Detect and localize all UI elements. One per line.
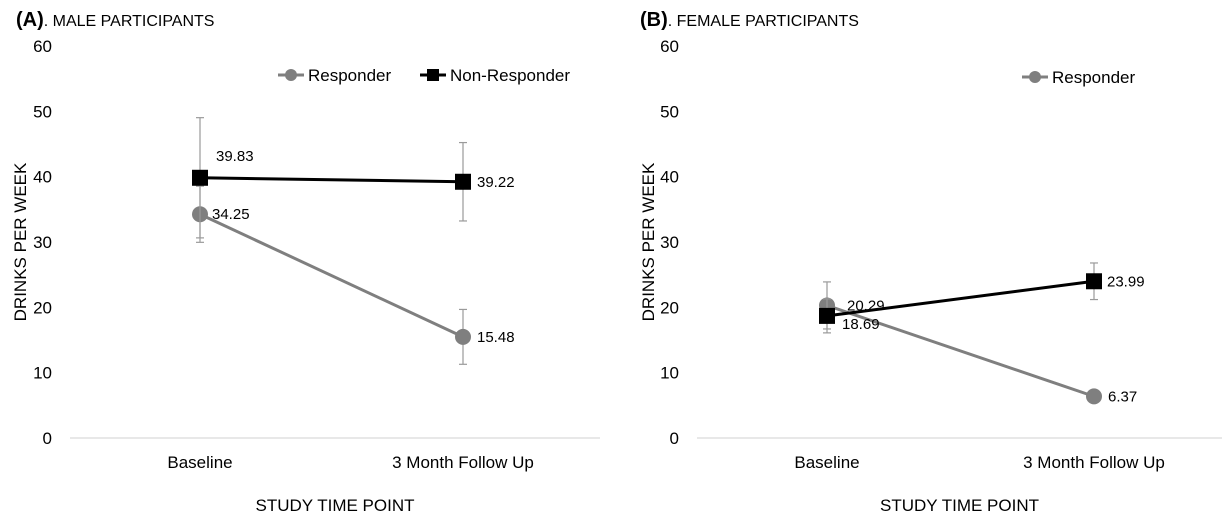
data-point-square <box>455 173 471 190</box>
legend-marker-square <box>427 69 439 81</box>
legend-label: Non-Responder <box>450 66 570 85</box>
y-tick-label: 20 <box>33 298 52 317</box>
chart-panel-1: (A). MALE PARTICIPANTS 0 10 20 30 40 50 60 Basel… <box>11 9 600 515</box>
series-line <box>199 212 464 339</box>
y-tick-label: 40 <box>660 168 679 187</box>
data-label: 6.37 <box>1108 388 1137 405</box>
series-line <box>826 279 1095 318</box>
chart-panel-2: (B). FEMALE PARTICIPANTS 0 10 20 30 40 50 60 Bas… <box>639 9 1222 515</box>
y-tick-label: 50 <box>33 102 52 121</box>
y-tick-label: 60 <box>660 37 679 56</box>
y-tick-label: 60 <box>33 37 52 56</box>
x-tick-label: Baseline <box>167 453 232 472</box>
legend: Responder Non-Responder <box>278 66 570 85</box>
x-tick-label: 3 Month Follow Up <box>1023 453 1165 472</box>
y-tick-label: 0 <box>43 429 52 448</box>
data-point-square <box>819 307 835 324</box>
y-tick-label: 30 <box>660 233 679 252</box>
x-tick-label: 3 Month Follow Up <box>392 453 534 472</box>
y-axis-title: DRINKS PER WEEK <box>639 162 658 321</box>
legend: Responder <box>1022 68 1136 87</box>
x-axis-title: STUDY TIME POINT <box>255 496 414 515</box>
panel-title-text: . FEMALE PARTICIPANTS <box>668 13 859 30</box>
data-label: 39.22 <box>477 174 515 191</box>
y-tick-label: 30 <box>33 233 52 252</box>
y-tick-label: 10 <box>33 364 52 383</box>
legend-marker-circle <box>1029 71 1041 83</box>
panel-title: (A). MALE PARTICIPANTS <box>16 9 214 31</box>
y-tick-label: 40 <box>33 168 52 187</box>
series-responder: 34.25 15.48 <box>192 185 515 365</box>
data-label: 15.48 <box>477 329 515 346</box>
data-label: 39.83 <box>216 148 254 165</box>
y-tick-label: 50 <box>660 102 679 121</box>
data-point-square <box>192 169 208 186</box>
panel-title-text: . MALE PARTICIPANTS <box>44 13 215 30</box>
data-point-circle <box>455 328 471 345</box>
series-line <box>826 304 1095 398</box>
panel-title: (B). FEMALE PARTICIPANTS <box>640 9 859 31</box>
panel-tag: (A) <box>16 9 44 31</box>
x-tick-label: Baseline <box>794 453 859 472</box>
y-tick-label: 20 <box>660 298 679 317</box>
legend-label: Responder <box>308 66 392 85</box>
legend-label: Responder <box>1052 68 1136 87</box>
series-non-responder: 39.83 39.22 <box>192 117 515 239</box>
data-label: 18.69 <box>842 316 880 333</box>
y-tick-label: 10 <box>660 364 679 383</box>
y-axis-title: DRINKS PER WEEK <box>11 162 30 321</box>
data-label: 23.99 <box>1107 273 1145 290</box>
x-axis-title: STUDY TIME POINT <box>880 496 1039 515</box>
series-unlabeled-2: 18.69 23.99 <box>819 262 1145 334</box>
data-point-square <box>1086 273 1102 290</box>
series-responder: 20.296.37 <box>819 281 1137 405</box>
data-point-circle <box>1086 388 1102 405</box>
series-line <box>199 176 464 184</box>
legend-marker-circle <box>285 69 297 81</box>
y-tick-label: 0 <box>670 429 679 448</box>
panel-tag: (B) <box>640 9 668 31</box>
data-label: 34.25 <box>212 206 250 223</box>
